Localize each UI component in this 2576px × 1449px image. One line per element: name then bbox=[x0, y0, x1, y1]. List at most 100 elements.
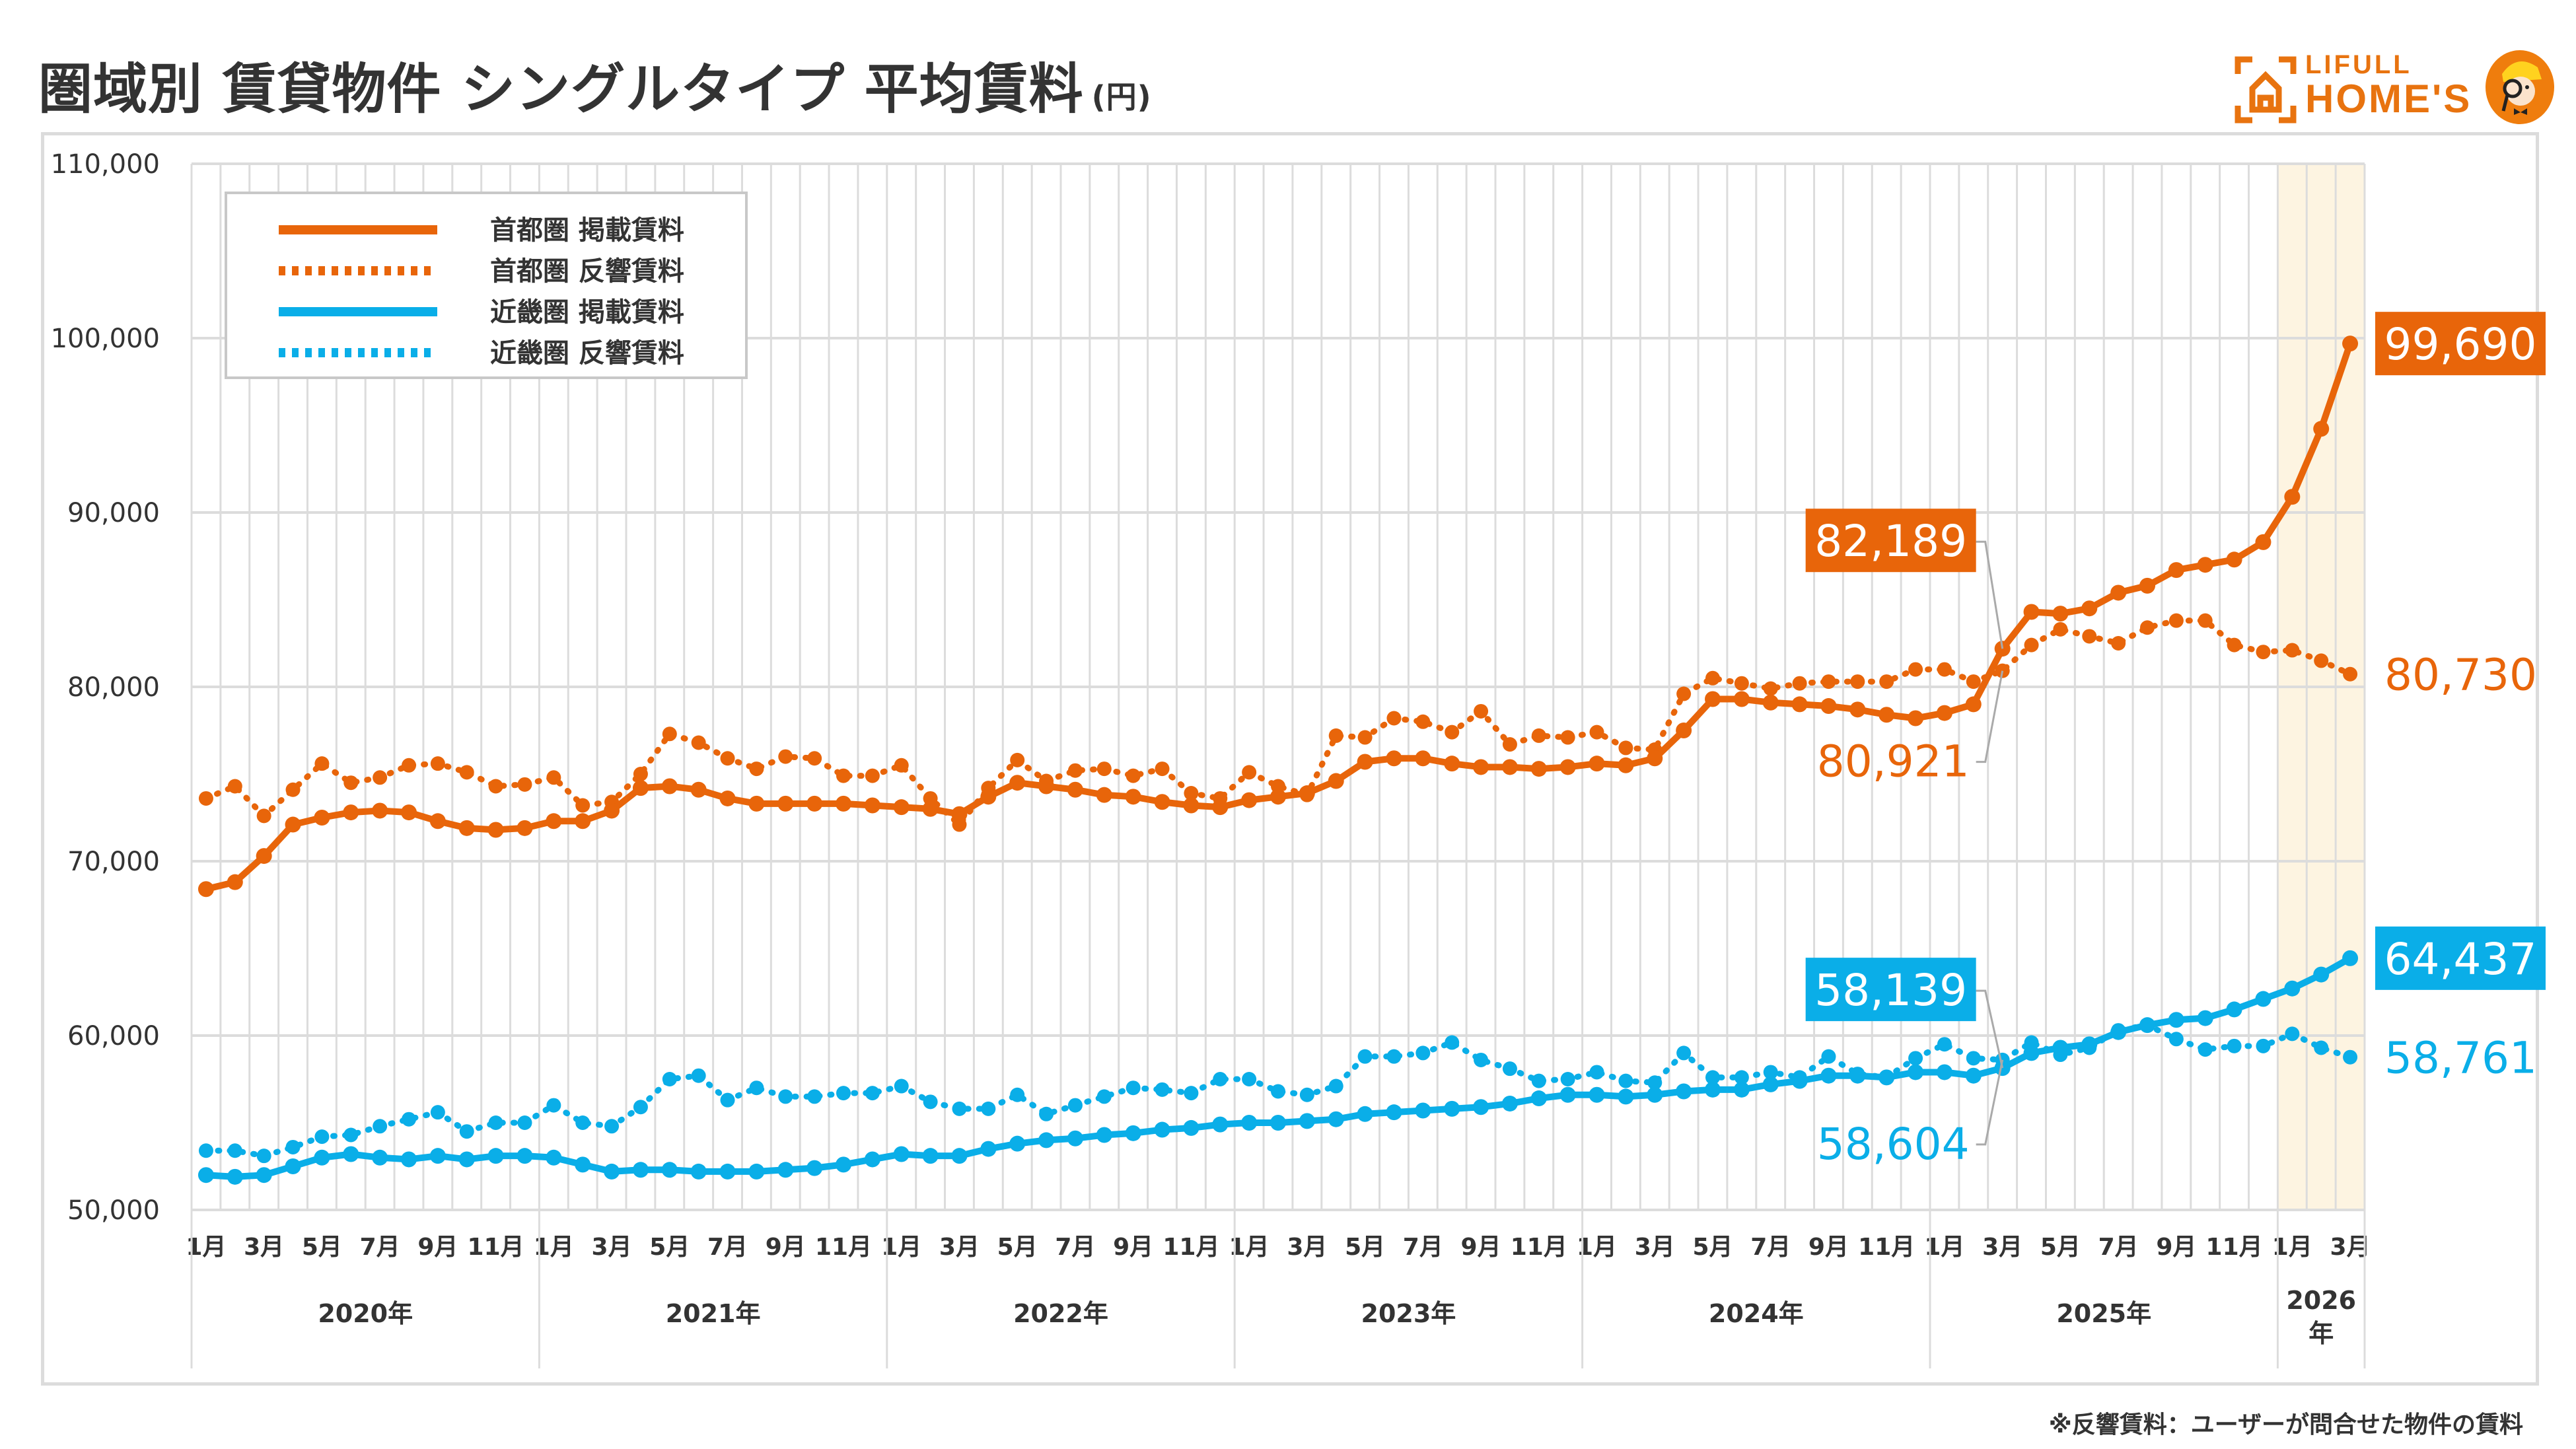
data-point bbox=[1763, 681, 1778, 696]
data-point bbox=[1473, 1099, 1489, 1115]
data-point bbox=[1010, 1087, 1025, 1102]
data-point bbox=[1184, 1086, 1199, 1101]
x-year-label: 2022年 bbox=[1013, 1299, 1108, 1328]
data-point bbox=[488, 779, 503, 794]
data-point bbox=[1184, 786, 1199, 801]
x-month-label: 11月 bbox=[1511, 1234, 1567, 1261]
data-point bbox=[314, 756, 330, 771]
data-point bbox=[546, 770, 561, 785]
data-point bbox=[1647, 1086, 1663, 1103]
x-month-label: 1月 bbox=[881, 1234, 921, 1261]
data-point bbox=[2168, 1032, 2184, 1047]
annotation-box bbox=[2375, 312, 2546, 376]
data-point bbox=[691, 1068, 706, 1083]
x-month-label: 11月 bbox=[1858, 1234, 1915, 1261]
data-point bbox=[720, 751, 735, 766]
data-point bbox=[2052, 1040, 2069, 1056]
data-point bbox=[806, 1160, 823, 1176]
data-point bbox=[1155, 1082, 1170, 1097]
data-point bbox=[1965, 1067, 1982, 1084]
data-point bbox=[2052, 606, 2069, 622]
data-point bbox=[575, 813, 591, 830]
x-month-label: 11月 bbox=[1163, 1234, 1219, 1261]
data-point bbox=[951, 1148, 968, 1164]
data-point bbox=[1010, 752, 1025, 767]
data-point bbox=[1213, 1072, 1228, 1086]
data-point bbox=[1067, 1098, 1083, 1113]
x-month-label: 5月 bbox=[649, 1234, 690, 1261]
data-point bbox=[806, 795, 823, 812]
data-point bbox=[575, 1156, 591, 1173]
data-point bbox=[2226, 1001, 2242, 1018]
data-point bbox=[227, 874, 243, 890]
data-point bbox=[1038, 778, 1055, 795]
annotation-label: 80,730 bbox=[2384, 650, 2537, 701]
data-point bbox=[1705, 691, 1721, 707]
data-point bbox=[2255, 991, 2272, 1007]
legend-label: 首都圏 反響賃料 bbox=[490, 256, 684, 287]
data-point bbox=[1791, 696, 1808, 713]
data-point bbox=[1328, 773, 1344, 789]
data-point bbox=[865, 1086, 880, 1101]
data-point bbox=[517, 1148, 533, 1164]
data-point bbox=[1820, 698, 1837, 715]
data-point bbox=[719, 1163, 736, 1180]
data-point bbox=[1531, 1073, 1546, 1088]
data-point bbox=[1908, 662, 1923, 677]
lifull-homes-logo: LIFULL HOME'S bbox=[2233, 45, 2556, 131]
data-point bbox=[402, 758, 416, 773]
data-point bbox=[285, 1139, 301, 1154]
data-point bbox=[2198, 1042, 2213, 1057]
data-point bbox=[777, 1162, 794, 1178]
x-year-label: 2026 bbox=[2286, 1286, 2356, 1315]
data-point bbox=[1096, 1089, 1112, 1104]
data-point bbox=[2256, 1038, 2271, 1053]
y-tick-label: 70,000 bbox=[67, 847, 160, 877]
data-point bbox=[1618, 740, 1633, 756]
title-unit: (円) bbox=[1091, 79, 1152, 115]
data-point bbox=[778, 1089, 793, 1104]
data-point bbox=[1995, 663, 2010, 678]
data-point bbox=[256, 808, 271, 824]
data-point bbox=[1589, 1086, 1605, 1103]
x-month-label: 7月 bbox=[707, 1234, 748, 1261]
data-point bbox=[1415, 750, 1431, 767]
data-point bbox=[1299, 1113, 1315, 1129]
data-point bbox=[1821, 674, 1836, 689]
data-point bbox=[2284, 980, 2301, 997]
annotation-box bbox=[2375, 926, 2546, 990]
data-point bbox=[314, 1129, 330, 1145]
data-point bbox=[1733, 1081, 1750, 1098]
data-point bbox=[1096, 787, 1112, 803]
data-point bbox=[1705, 1070, 1720, 1085]
data-point bbox=[1270, 789, 1286, 805]
x-month-label: 3月 bbox=[1635, 1234, 1675, 1261]
data-point bbox=[487, 1148, 504, 1164]
data-point bbox=[517, 777, 532, 792]
logo-line1: LIFULL bbox=[2305, 50, 2412, 79]
data-point bbox=[1415, 714, 1431, 729]
data-point bbox=[1849, 701, 1866, 718]
data-point bbox=[2082, 629, 2097, 644]
x-month-label: 5月 bbox=[1692, 1234, 1733, 1261]
x-month-label: 7月 bbox=[1750, 1234, 1791, 1261]
data-point bbox=[719, 790, 736, 806]
data-point bbox=[1908, 1051, 1923, 1066]
data-point bbox=[1271, 1084, 1285, 1099]
data-point bbox=[373, 770, 388, 785]
data-point bbox=[691, 735, 706, 750]
data-point bbox=[749, 1080, 764, 1096]
data-point bbox=[2227, 1038, 2242, 1053]
x-month-label: 5月 bbox=[302, 1234, 342, 1261]
data-point bbox=[1357, 1049, 1373, 1064]
data-point bbox=[1763, 1065, 1778, 1080]
data-point bbox=[864, 1151, 880, 1168]
data-point bbox=[1183, 797, 1199, 814]
data-point bbox=[1733, 691, 1750, 707]
annotation-leader bbox=[1976, 1059, 2004, 1146]
x-year-label: 2023年 bbox=[1361, 1299, 1456, 1328]
data-point bbox=[1039, 1106, 1054, 1121]
data-point bbox=[807, 1089, 822, 1104]
data-point bbox=[1444, 756, 1460, 772]
data-point bbox=[1126, 768, 1141, 783]
